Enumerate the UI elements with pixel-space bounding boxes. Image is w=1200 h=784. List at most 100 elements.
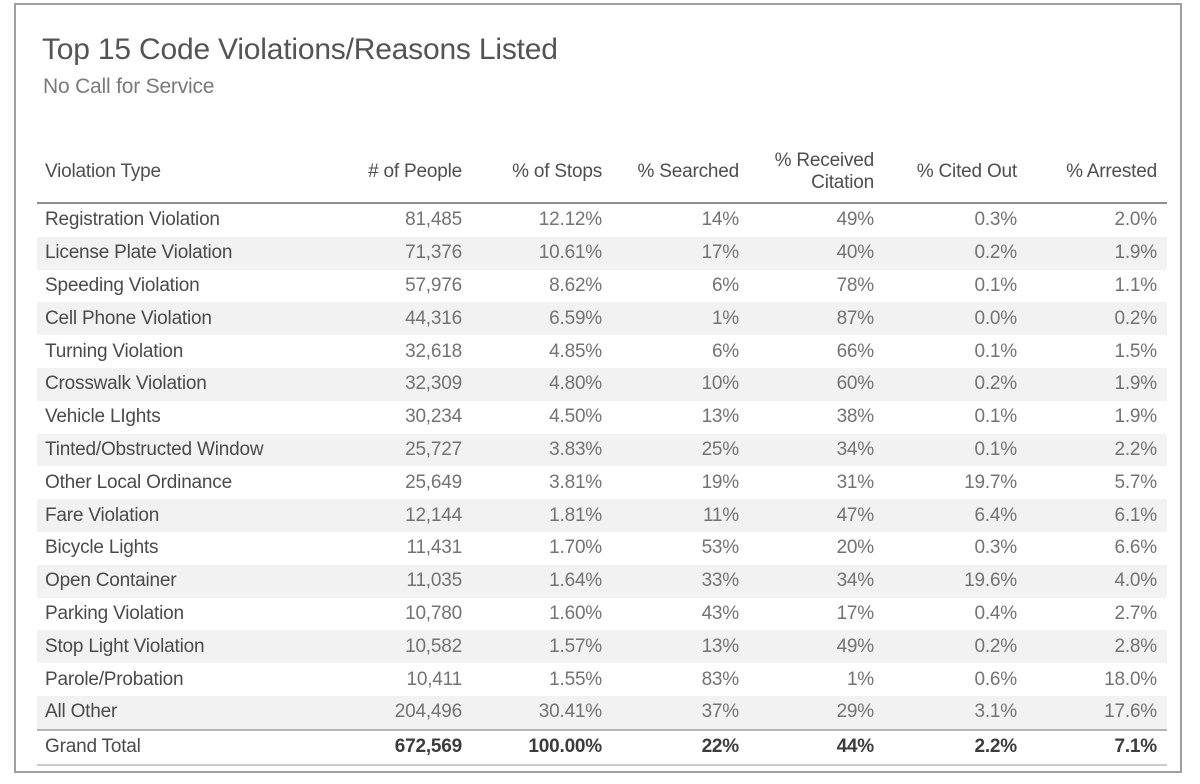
cell-pct-received-citation[interactable]: 49% [836,635,875,657]
cell-pct-received-citation[interactable]: 38% [836,406,875,428]
cell-violation-type[interactable]: Vehicle LIghts [45,406,161,428]
cell-pct-arrested[interactable]: 2.2% [1114,438,1157,460]
cell-pct-cited-out[interactable]: 0.4% [974,602,1017,624]
cell-pct-arrested[interactable]: 4.0% [1114,570,1157,592]
cell-pct-stops[interactable]: 1.70% [549,537,602,559]
cell-pct-arrested[interactable]: 6.6% [1114,537,1157,559]
cell-num-people[interactable]: 25,727 [405,438,462,460]
cell-pct-arrested[interactable]: 17.6% [1104,701,1157,723]
cell-pct-stops[interactable]: 1.64% [549,570,602,592]
cell-violation-type[interactable]: Other Local Ordinance [45,471,232,493]
cell-pct-stops[interactable]: 4.80% [549,373,602,395]
grand-total-pct-stops[interactable]: 100.00% [472,728,612,766]
cell-pct-received-citation[interactable]: 1% [846,668,874,690]
cell-violation-type[interactable]: Registration Violation [45,209,220,231]
cell-num-people[interactable]: 57,976 [405,274,462,296]
cell-pct-searched[interactable]: 13% [701,406,740,428]
cell-pct-cited-out[interactable]: 0.2% [974,373,1017,395]
cell-pct-stops[interactable]: 4.85% [549,340,602,362]
cell-violation-type[interactable]: Parole/Probation [45,668,184,690]
cell-pct-received-citation[interactable]: 20% [836,537,875,559]
cell-pct-stops[interactable]: 10.61% [538,242,602,264]
cell-pct-arrested[interactable]: 6.1% [1114,504,1157,526]
cell-pct-cited-out[interactable]: 0.1% [974,406,1017,428]
cell-violation-type[interactable]: Stop Light Violation [45,635,205,657]
cell-violation-type[interactable]: Turning Violation [45,340,184,362]
cell-pct-stops[interactable]: 1.57% [549,635,602,657]
cell-pct-searched[interactable]: 43% [701,602,740,624]
cell-pct-stops[interactable]: 1.81% [549,504,602,526]
cell-pct-searched[interactable]: 17% [701,242,740,264]
cell-pct-searched[interactable]: 53% [701,537,740,559]
cell-pct-searched[interactable]: 11% [702,504,739,526]
cell-pct-searched[interactable]: 10% [701,373,740,395]
cell-pct-cited-out[interactable]: 0.2% [974,635,1017,657]
cell-num-people[interactable]: 12,144 [405,504,462,526]
cell-num-people[interactable]: 10,582 [405,635,462,657]
cell-violation-type[interactable]: Parking Violation [45,602,184,624]
cell-num-people[interactable]: 11,431 [406,537,462,559]
cell-pct-stops[interactable]: 1.60% [549,602,602,624]
cell-pct-searched[interactable]: 25% [701,438,740,460]
cell-pct-stops[interactable]: 1.55% [549,668,602,690]
grand-total-num-people[interactable]: 672,569 [342,728,472,766]
cell-num-people[interactable]: 10,780 [405,602,462,624]
cell-pct-cited-out[interactable]: 0.3% [974,209,1017,231]
cell-pct-cited-out[interactable]: 0.1% [974,438,1017,460]
cell-num-people[interactable]: 25,649 [405,471,462,493]
cell-pct-received-citation[interactable]: 34% [836,438,875,460]
cell-violation-type[interactable]: Cell Phone Violation [45,307,212,329]
cell-pct-stops[interactable]: 3.81% [549,471,602,493]
cell-violation-type[interactable]: All Other [45,701,118,723]
cell-pct-stops[interactable]: 4.50% [549,406,602,428]
cell-pct-searched[interactable]: 6% [711,340,739,362]
cell-pct-received-citation[interactable]: 17% [836,602,875,624]
cell-pct-searched[interactable]: 13% [701,635,740,657]
grand-total-pct-cited-out[interactable]: 2.2% [884,728,1027,766]
cell-num-people[interactable]: 11,035 [406,570,462,592]
cell-pct-stops[interactable]: 12.12% [538,209,602,231]
cell-pct-stops[interactable]: 8.62% [549,274,602,296]
cell-pct-received-citation[interactable]: 60% [836,373,875,395]
cell-pct-received-citation[interactable]: 29% [836,701,875,723]
cell-num-people[interactable]: 32,618 [405,340,462,362]
cell-pct-received-citation[interactable]: 78% [836,274,875,296]
cell-pct-arrested[interactable]: 2.0% [1114,209,1157,231]
cell-pct-received-citation[interactable]: 47% [836,504,875,526]
cell-violation-type[interactable]: Speeding Violation [45,274,200,296]
cell-pct-searched[interactable]: 19% [701,471,740,493]
cell-pct-cited-out[interactable]: 19.7% [964,471,1017,493]
cell-pct-stops[interactable]: 3.83% [549,438,602,460]
cell-pct-searched[interactable]: 37% [701,701,740,723]
cell-pct-searched[interactable]: 1% [711,307,739,329]
cell-pct-arrested[interactable]: 2.8% [1114,635,1157,657]
cell-num-people[interactable]: 32,309 [405,373,462,395]
cell-pct-cited-out[interactable]: 0.3% [974,537,1017,559]
cell-num-people[interactable]: 81,485 [405,209,462,231]
cell-num-people[interactable]: 30,234 [405,406,462,428]
grand-total-pct-arrested[interactable]: 7.1% [1027,728,1167,766]
cell-pct-searched[interactable]: 83% [701,668,740,690]
cell-violation-type[interactable]: Bicycle Lights [45,537,159,559]
cell-pct-arrested[interactable]: 1.9% [1114,242,1157,264]
cell-pct-received-citation[interactable]: 34% [836,570,875,592]
cell-pct-arrested[interactable]: 1.9% [1114,406,1157,428]
cell-num-people[interactable]: 71,376 [405,242,462,264]
cell-violation-type[interactable]: Open Container [45,570,177,592]
cell-pct-cited-out[interactable]: 0.6% [974,668,1017,690]
cell-pct-received-citation[interactable]: 87% [836,307,875,329]
cell-pct-received-citation[interactable]: 66% [836,340,875,362]
cell-pct-arrested[interactable]: 0.2% [1114,307,1157,329]
grand-total-pct-searched[interactable]: 22% [612,728,749,766]
grand-total-pct-received-citation[interactable]: 44% [749,728,884,766]
cell-pct-arrested[interactable]: 18.0% [1104,668,1157,690]
cell-violation-type[interactable]: Fare Violation [45,504,160,526]
cell-pct-cited-out[interactable]: 19.6% [964,570,1017,592]
cell-pct-cited-out[interactable]: 0.0% [974,307,1017,329]
cell-violation-type[interactable]: Crosswalk Violation [45,373,207,395]
cell-pct-received-citation[interactable]: 31% [836,471,875,493]
cell-num-people[interactable]: 204,496 [394,701,462,723]
cell-pct-cited-out[interactable]: 3.1% [974,701,1017,723]
cell-pct-searched[interactable]: 33% [701,570,740,592]
cell-pct-cited-out[interactable]: 6.4% [974,504,1017,526]
